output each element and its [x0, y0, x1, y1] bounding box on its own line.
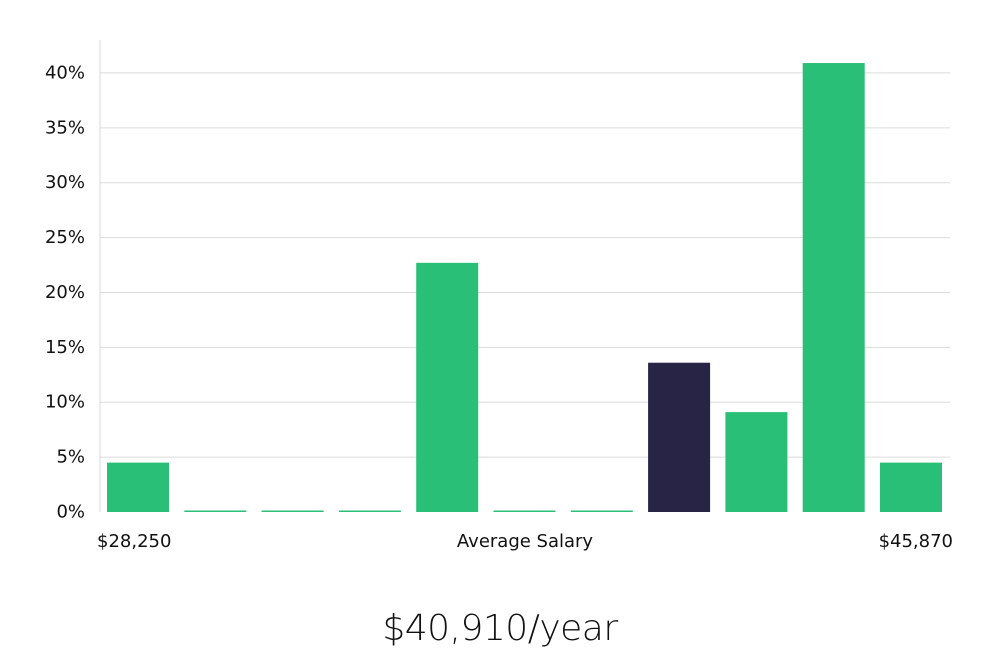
- y-tick-label: 20%: [45, 282, 85, 303]
- bar: [493, 510, 556, 512]
- grid-lines: [100, 72, 950, 458]
- bar: [184, 510, 247, 512]
- bar: [802, 63, 865, 513]
- y-tick-label: 5%: [56, 447, 85, 468]
- y-tick-label: 0%: [56, 502, 85, 523]
- bar-highlighted: [648, 362, 711, 512]
- y-axis-tick-labels: 0% 5% 10% 15% 20% 25% 30% 35% 40%: [45, 62, 85, 522]
- y-tick-label: 35%: [45, 117, 85, 138]
- bar: [570, 510, 633, 512]
- average-salary-value: $40,910/year: [382, 608, 618, 649]
- bar: [880, 462, 942, 512]
- y-tick-label: 15%: [45, 337, 85, 358]
- salary-distribution-chart: 0% 5% 10% 15% 20% 25% 30% 35% 40% $28,250 Averag…: [45, 40, 953, 552]
- bar: [261, 510, 324, 512]
- bar: [725, 412, 788, 512]
- bar: [107, 462, 169, 512]
- x-max-label: $45,870: [879, 531, 953, 552]
- y-tick-label: 25%: [45, 227, 85, 248]
- x-min-label: $28,250: [97, 531, 171, 552]
- y-tick-label: 30%: [45, 172, 85, 193]
- y-tick-label: 10%: [45, 392, 85, 413]
- y-tick-label: 40%: [45, 62, 85, 83]
- x-axis-title: Average Salary: [457, 531, 594, 552]
- bar: [338, 510, 401, 512]
- bars: [107, 63, 942, 513]
- bar: [416, 262, 479, 512]
